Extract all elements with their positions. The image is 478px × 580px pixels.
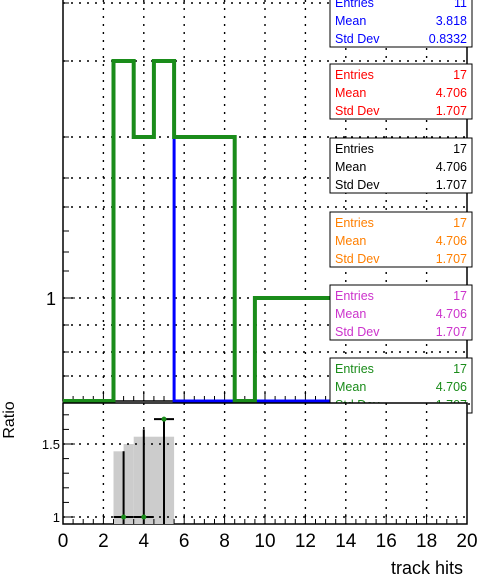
histogram-series-5 bbox=[63, 59, 467, 403]
stats-value: 17 bbox=[453, 68, 467, 82]
stats-box-4: Entries 17 Mean 4.706 Std Dev 1.707 bbox=[329, 284, 473, 341]
stats-label: Std Dev bbox=[335, 104, 380, 118]
ratio-point bbox=[133, 429, 154, 524]
stats-box-2: Entries 17 Mean 4.706 Std Dev 1.707 bbox=[329, 137, 473, 194]
stats-label: Entries bbox=[335, 289, 374, 303]
stats-box-frame bbox=[329, 284, 473, 341]
y-axis-title: Ratio bbox=[1, 401, 18, 438]
x-axis-title: track hits bbox=[391, 558, 463, 578]
stats-label: Entries bbox=[335, 216, 374, 230]
stats-value: 11 bbox=[454, 0, 467, 10]
stats-label: Mean bbox=[335, 14, 366, 28]
stats-value: 1.707 bbox=[436, 104, 467, 118]
stats-label: Std Dev bbox=[335, 252, 380, 266]
stats-value: 1.707 bbox=[436, 252, 467, 266]
stats-label: Std Dev bbox=[335, 325, 380, 339]
stats-box-frame bbox=[329, 63, 473, 120]
stats-label: Entries bbox=[335, 0, 374, 10]
stats-box-0: Entries 11 Mean 3.818 Std Dev 0.8332 bbox=[329, 0, 473, 48]
stats-value: 17 bbox=[453, 216, 467, 230]
stats-label: Mean bbox=[335, 234, 366, 248]
ratio-xtick-label: 14 bbox=[335, 531, 357, 552]
stats-value: 17 bbox=[453, 362, 467, 376]
stats-label: Mean bbox=[335, 380, 366, 394]
ratio-error-band bbox=[113, 451, 124, 524]
ratio-pad: 1 1.5 0 2 4 6 8 10 12 14 16 18 20 track hits Ratio bbox=[1, 401, 478, 578]
ratio-point bbox=[113, 451, 134, 524]
stats-box-frame bbox=[329, 0, 473, 48]
stats-box-3: Entries 17 Mean 4.706 Std Dev 1.707 bbox=[329, 211, 473, 268]
ratio-ytick-label: 1 bbox=[53, 510, 60, 525]
ratio-point-marker bbox=[161, 416, 167, 422]
stats-value: 4.706 bbox=[436, 160, 467, 174]
ratio-xtick-label: 16 bbox=[376, 531, 397, 552]
ratio-point bbox=[154, 416, 174, 524]
stats-label: Mean bbox=[335, 307, 366, 321]
ratio-xtick-label: 8 bbox=[219, 531, 230, 552]
ratio-error-band bbox=[123, 444, 134, 524]
ratio-xtick-label: 4 bbox=[139, 531, 150, 552]
top-ytick-label: 1 bbox=[46, 289, 56, 309]
stats-value: 0.8332 bbox=[429, 32, 467, 46]
stats-label: Mean bbox=[335, 86, 366, 100]
stats-box-frame bbox=[329, 137, 473, 194]
stats-label: Entries bbox=[335, 362, 374, 376]
stats-value: 3.818 bbox=[436, 14, 467, 28]
ratio-point-marker bbox=[121, 514, 127, 520]
stats-value: 4.706 bbox=[436, 307, 467, 321]
stats-label: Std Dev bbox=[335, 32, 380, 46]
ratio-xtick-label: 2 bbox=[98, 531, 109, 552]
stats-value: 4.706 bbox=[436, 380, 467, 394]
stats-value: 17 bbox=[453, 289, 467, 303]
stats-box-frame bbox=[329, 211, 473, 268]
stats-label: Mean bbox=[335, 160, 366, 174]
stats-value: 1.707 bbox=[436, 325, 467, 339]
stats-value: 17 bbox=[453, 142, 467, 156]
ratio-xtick-label: 18 bbox=[416, 531, 437, 552]
ratio-error-band bbox=[133, 436, 175, 524]
ratio-point-marker bbox=[141, 514, 147, 520]
ratio-xtick-label: 20 bbox=[456, 531, 477, 552]
stats-label: Std Dev bbox=[335, 178, 380, 192]
ratio-xtick-label: 10 bbox=[254, 531, 275, 552]
top-pad: 1 bbox=[46, 0, 468, 403]
ratio-ytick-label: 1.5 bbox=[42, 437, 60, 452]
stats-value: 4.706 bbox=[436, 234, 467, 248]
ratio-xtick-label: 0 bbox=[58, 531, 69, 552]
stats-box-1: Entries 17 Mean 4.706 Std Dev 1.707 bbox=[329, 63, 473, 120]
stats-value: 4.706 bbox=[436, 86, 467, 100]
stats-value: 1.707 bbox=[436, 178, 467, 192]
ratio-xtick-label: 6 bbox=[179, 531, 190, 552]
ratio-xtick-label: 12 bbox=[295, 531, 316, 552]
stats-label: Entries bbox=[335, 68, 374, 82]
stats-label: Entries bbox=[335, 142, 374, 156]
